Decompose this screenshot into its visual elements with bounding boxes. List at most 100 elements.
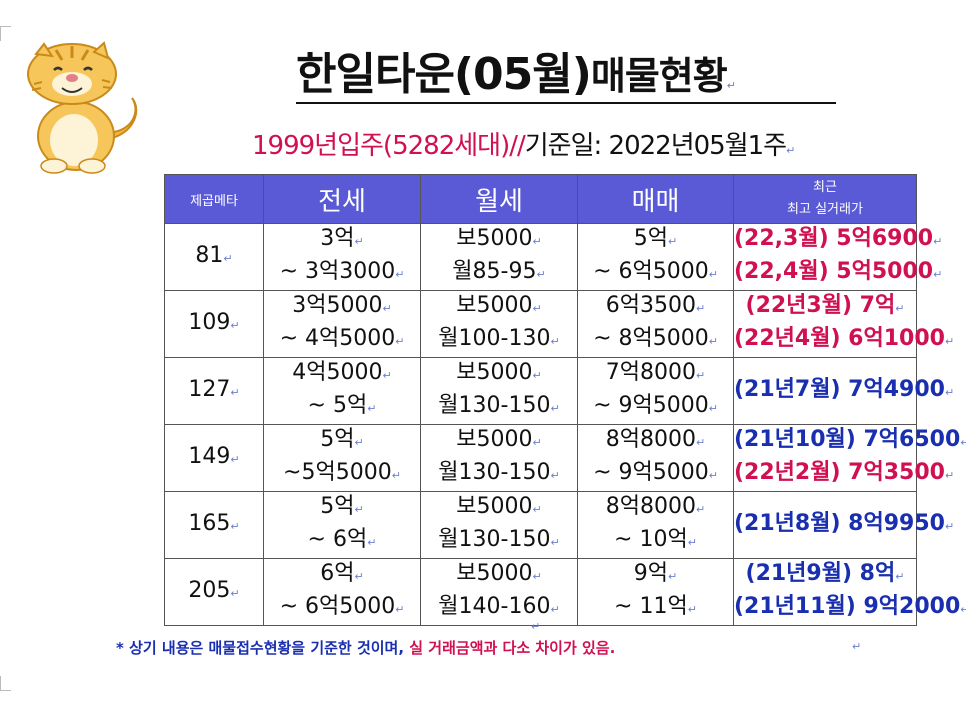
wolse-value: 월130-150 xyxy=(438,527,551,552)
maemae-line: ~ 10억↵ xyxy=(578,525,733,558)
paragraph-mark-icon: ↵ xyxy=(786,144,795,157)
recent-trade-value: (22년3월) 7억 xyxy=(745,293,896,318)
title-listing-status: 매물현황 xyxy=(590,54,728,98)
jeonse-cell: 4억5000↵ ~ 5억↵ xyxy=(263,357,421,425)
jeonse-line: ~ 4억5000↵ xyxy=(264,324,420,357)
paragraph-mark-icon: ↵ xyxy=(367,402,377,415)
wolse-line: 월130-150↵ xyxy=(421,525,577,558)
jeonse-cell: 5억↵ ~5억5000↵ xyxy=(263,424,421,492)
recent-trade-entry: (21년7월) 7억4900↵ xyxy=(734,375,954,408)
area-cell: 205↵ xyxy=(164,558,264,626)
paragraph-mark-icon: ↵ xyxy=(367,536,377,549)
paragraph-mark-icon: ↵ xyxy=(550,603,560,616)
table-row: 205↵ 6억↵ ~ 6억5000↵ 보5000↵ 월140-160↵ 9억↵ ~ 11억↵… xyxy=(164,558,966,626)
jeonse-value: ~ 4억5000 xyxy=(279,326,396,351)
table-row: 109↵ 3억5000↵ ~ 4억5000↵ 보5000↵ 월100-130↵ 6억350… xyxy=(164,290,954,358)
recent-trade-value: (21년11월) 9억2000 xyxy=(734,594,961,619)
recent-trade-entry: (22년2월) 7억3500↵ xyxy=(734,458,954,491)
header-wolse: 월세 xyxy=(420,174,578,224)
maemae-value: 5억 xyxy=(633,226,669,251)
wolse-value: 월140-160 xyxy=(438,594,551,619)
paragraph-mark-icon: ↵ xyxy=(230,519,240,533)
paragraph-mark-icon: ↵ xyxy=(532,369,542,382)
area-value: 109 xyxy=(188,309,231,335)
paragraph-mark-icon: ↵ xyxy=(223,251,233,265)
paragraph-mark-icon: ↵ xyxy=(933,268,943,281)
paragraph-mark-icon: ↵ xyxy=(696,436,706,449)
jeonse-cell: 6억↵ ~ 6억5000↵ xyxy=(263,558,421,626)
jeonse-line: 3억↵ xyxy=(264,224,420,257)
paragraph-mark-icon: ↵ xyxy=(391,469,401,482)
recent-trade-value: (22,4월) 5억5000 xyxy=(734,259,934,284)
recent-trade-value: (21년8월) 8억9950 xyxy=(734,510,945,536)
paragraph-mark-icon: ↵ xyxy=(708,335,718,348)
jeonse-line: ~ 3억3000↵ xyxy=(264,257,420,290)
paragraph-mark-icon: ↵ xyxy=(532,503,542,516)
maemae-value: ~ 9억5000 xyxy=(593,393,709,418)
wolse-value: 보5000 xyxy=(456,226,533,251)
paragraph-mark-icon: ↵ xyxy=(550,335,560,348)
paragraph-mark-icon: ↵ xyxy=(395,335,405,348)
paragraph-mark-icon: ↵ xyxy=(532,302,542,315)
title-complex-name: 한일타운(05월) xyxy=(296,49,592,100)
maemae-line: ~ 8억5000↵ xyxy=(578,324,733,357)
subtitle-move-in: 1999년입주(5282세대)// xyxy=(252,131,526,161)
maemae-line: 7억8000↵ xyxy=(578,358,733,391)
recent-trade-entry: (21년9월) 8억↵ xyxy=(734,559,916,592)
paragraph-mark-icon: ↵ xyxy=(668,235,678,248)
wolse-line: 보5000↵ xyxy=(421,425,577,458)
jeonse-value: ~ 3억3000 xyxy=(279,259,396,284)
maemae-value: ~ 9억5000 xyxy=(593,460,709,485)
area-value: 165 xyxy=(188,510,231,536)
maemae-cell: 8억8000↵ ~ 10억↵ xyxy=(577,491,734,559)
header-recent-line2: 최고 실거래가 xyxy=(787,202,863,217)
wolse-line: 보5000↵ xyxy=(421,291,577,324)
maemae-line: 8억8000↵ xyxy=(578,425,733,458)
maemae-value: 6억3500 xyxy=(605,293,696,318)
recent-trade-value: (22,3월) 5억6900 xyxy=(734,226,934,251)
paragraph-mark-icon: ↵ xyxy=(354,570,364,583)
wolse-line: 보5000↵ xyxy=(421,358,577,391)
area-cell: 165↵ xyxy=(164,491,264,559)
paragraph-mark-icon: ↵ xyxy=(230,385,240,399)
paragraph-mark-icon: ↵ xyxy=(944,385,955,399)
jeonse-line: 6억↵ xyxy=(264,559,420,592)
wolse-line: 월130-150↵ xyxy=(421,391,577,424)
listing-table: 제곱메타 전세 월세 매매 최근 최고 실거래가 81↵ 3억↵ ~ 3억3000↵… xyxy=(164,174,966,626)
jeonse-value: ~5억5000 xyxy=(283,460,392,485)
wolse-value: 보5000 xyxy=(456,494,533,519)
tiger-mascot-icon xyxy=(27,41,138,174)
area-cell: 127↵ xyxy=(164,357,264,425)
paragraph-mark-icon: ↵ xyxy=(708,402,718,415)
area-value: 149 xyxy=(188,443,231,469)
header-jeonse: 전세 xyxy=(263,174,421,224)
jeonse-line: ~ 6억↵ xyxy=(264,525,420,558)
header-recent-line1: 최근 xyxy=(813,180,837,195)
paragraph-mark-icon: ↵ xyxy=(230,586,240,600)
table-header-row: 제곱메타 전세 월세 매매 최근 최고 실거래가 xyxy=(164,174,917,224)
maemae-line: 6억3500↵ xyxy=(578,291,733,324)
paragraph-mark-icon: ↵ xyxy=(696,369,706,382)
wolse-line: 보5000↵ xyxy=(421,559,577,592)
paragraph-mark-icon: ↵ xyxy=(550,402,560,415)
jeonse-line: ~ 6억5000↵ xyxy=(264,592,420,625)
paragraph-mark-icon: ↵ xyxy=(536,268,546,281)
maemae-value: ~ 6억5000 xyxy=(593,259,709,284)
paragraph-mark-icon: ↵ xyxy=(382,302,392,315)
recent-trade-value: (21년7월) 7억4900 xyxy=(734,376,945,402)
recent-trade-entry: (22,3월) 5억6900↵ xyxy=(734,224,942,257)
wolse-value: 보5000 xyxy=(456,561,533,586)
paragraph-mark-icon: ↵ xyxy=(687,603,697,616)
wolse-value: 보5000 xyxy=(456,293,533,318)
paragraph-mark-icon: ↵ xyxy=(960,436,966,449)
maemae-line: ~ 11억↵ xyxy=(578,592,733,625)
jeonse-line: 4억5000↵ xyxy=(264,358,420,391)
wolse-line: 월140-160↵ xyxy=(421,592,577,625)
table-row: 149↵ 5억↵ ~5억5000↵ 보5000↵ 월130-150↵ 8억8000↵ ~ 9… xyxy=(164,424,966,492)
maemae-line: 9억↵ xyxy=(578,559,733,592)
recent-trade-cell: (21년10월) 7억6500↵ (22년2월) 7억3500↵ xyxy=(733,424,966,492)
area-value: 205 xyxy=(188,577,231,603)
jeonse-value: 3억5000 xyxy=(292,293,383,318)
paragraph-mark-icon: ↵ xyxy=(395,603,405,616)
area-value: 127 xyxy=(188,376,231,402)
